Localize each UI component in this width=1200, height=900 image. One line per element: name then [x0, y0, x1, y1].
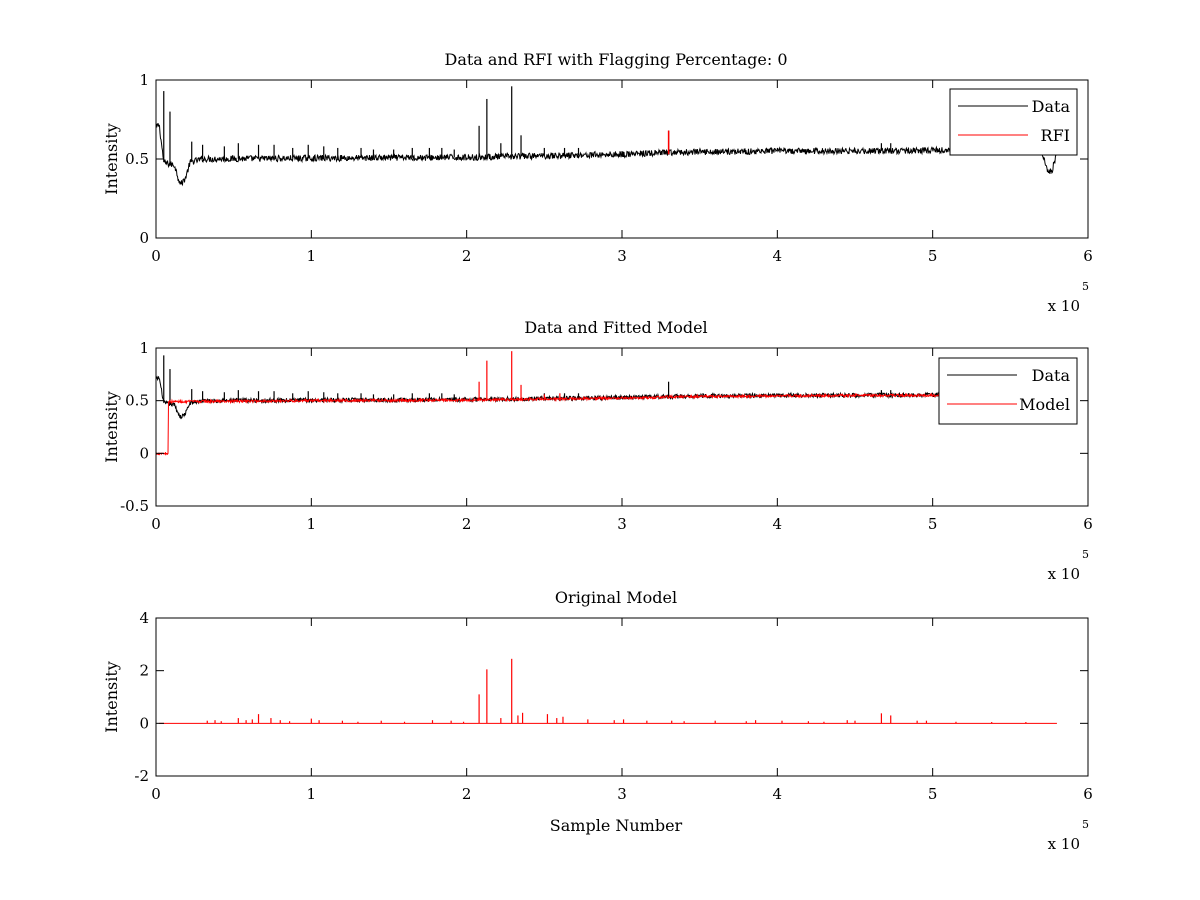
y-axis-label: Intensity [102, 391, 121, 463]
y-tick-label: 1 [139, 71, 149, 89]
legend-box [949, 88, 1078, 156]
y-axis-label: Intensity [102, 123, 121, 195]
x-tick-label: 6 [1083, 515, 1093, 533]
panel-1: 0 1 2 3 4 5 6 0 0.5 1 Data and RFI with Flagging P… [102, 50, 1093, 315]
series-line-data [156, 122, 1058, 187]
chart-title: Original Model [555, 588, 677, 607]
x-tick-label: 3 [617, 515, 627, 533]
x-axis-label: Sample Number [550, 816, 683, 835]
y-tick-label: -0.5 [120, 497, 149, 515]
y-tick-label: -2 [134, 767, 149, 785]
axes-frame [155, 79, 1089, 239]
x-tick-label: 1 [307, 785, 317, 803]
y-axis-label: Intensity [102, 661, 121, 733]
x-tick-label: 6 [1083, 247, 1093, 265]
legend-label-rfi: RFI [1041, 126, 1070, 145]
legend-label-data: Data [1032, 97, 1071, 116]
x-tick-label: 0 [151, 785, 161, 803]
y-tick-label: 0.5 [125, 392, 149, 410]
plot-area [156, 351, 1058, 456]
axes-frame [155, 617, 1089, 777]
x-multiplier-exponent: 5 [1082, 548, 1089, 561]
x-multiplier-exponent: 5 [1082, 280, 1089, 293]
x-tick-label: 4 [773, 785, 783, 803]
chart-title: Data and RFI with Flagging Percentage: 0 [444, 50, 787, 69]
x-tick-label: 1 [307, 515, 317, 533]
x-tick-label: 6 [1083, 785, 1093, 803]
x-tick-label: 0 [151, 515, 161, 533]
x-tick-label: 4 [773, 247, 783, 265]
x-tick-label: 5 [928, 247, 938, 265]
x-tick-label: 4 [773, 515, 783, 533]
legend-label-data: Data [1032, 366, 1071, 385]
x-tick-label: 5 [928, 785, 938, 803]
legend-label-model: Model [1019, 395, 1070, 414]
plot-area [159, 658, 1057, 724]
y-tick-label: 0.5 [125, 150, 149, 168]
x-multiplier: x 10 [1048, 297, 1080, 315]
x-tick-label: 0 [151, 247, 161, 265]
x-tick-label: 2 [462, 785, 472, 803]
x-tick-label: 2 [462, 515, 472, 533]
x-tick-label: 5 [928, 515, 938, 533]
y-tick-label: 0 [139, 444, 149, 462]
legend: Data RFI [949, 88, 1078, 156]
x-tick-label: 1 [307, 247, 317, 265]
x-tick-label: 2 [462, 247, 472, 265]
y-tick-label: 1 [139, 339, 149, 357]
x-tick-label: 3 [617, 785, 627, 803]
legend: Data Model [938, 357, 1078, 425]
x-multiplier: x 10 [1048, 835, 1080, 853]
y-tick-label: 0 [139, 714, 149, 732]
y-tick-label: 0 [139, 229, 149, 247]
series-line-model [156, 391, 1058, 456]
chart-title: Data and Fitted Model [524, 318, 707, 337]
x-multiplier-exponent: 5 [1082, 818, 1089, 831]
y-tick-label: 4 [139, 609, 149, 627]
plot-area [156, 86, 1058, 187]
legend-box [938, 357, 1078, 425]
x-tick-label: 3 [617, 247, 627, 265]
y-tick-label: 2 [139, 662, 149, 680]
x-multiplier: x 10 [1048, 565, 1080, 583]
